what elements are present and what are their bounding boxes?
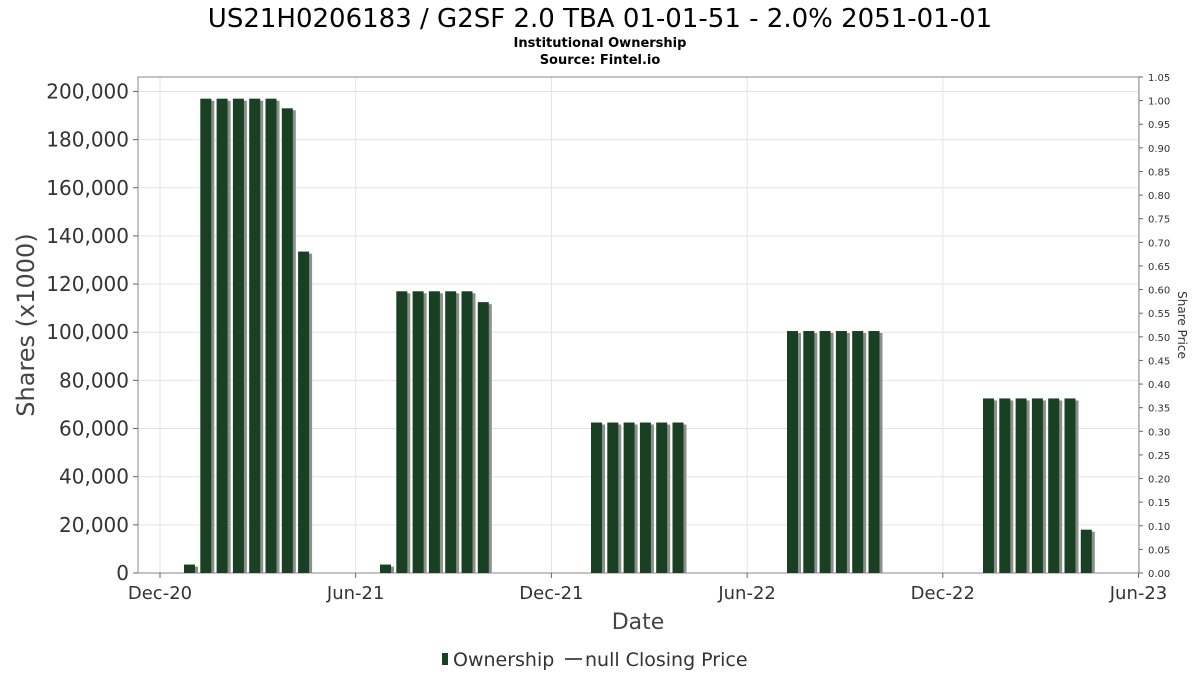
ownership-bar: [1080, 529, 1092, 573]
y2-tick-label: 0.45: [1148, 356, 1170, 367]
y-tick-label: 200,000: [46, 79, 129, 103]
ownership-bar: [607, 422, 619, 573]
ownership-bar: [461, 291, 473, 573]
y2-tick-label: 0.05: [1148, 545, 1170, 556]
y2-tick-label: 0.85: [1148, 167, 1170, 178]
ownership-bar: [428, 291, 440, 573]
y2-tick-label: 1.05: [1148, 73, 1170, 84]
y2-tick-label: 0.10: [1148, 522, 1170, 533]
y2-tick-label: 1.00: [1148, 97, 1170, 108]
ownership-bar: [852, 331, 864, 573]
ownership-bar: [787, 331, 798, 573]
x-axis-label: Date: [612, 610, 665, 635]
y2-tick-label: 0.60: [1148, 286, 1170, 297]
y-tick-label: 100,000: [46, 320, 129, 344]
chart-title: US21H0206183 / G2SF 2.0 TBA 01-01-51 - 2…: [208, 4, 992, 34]
y2-tick-label: 0.70: [1148, 238, 1170, 249]
ownership-bar: [216, 98, 228, 573]
ownership-bar: [1064, 398, 1076, 573]
ownership-bar: [1048, 398, 1060, 573]
chart-source: Source: Fintel.io: [540, 53, 661, 68]
y-tick-label: 0: [116, 561, 129, 585]
chart-subtitle: Institutional Ownership: [514, 36, 687, 51]
ownership-bar: [868, 331, 880, 573]
ownership-bar: [656, 422, 668, 573]
y2-tick-label: 0.25: [1148, 451, 1170, 462]
ownership-bar: [835, 331, 847, 573]
y-tick-label: 80,000: [59, 368, 129, 392]
ownership-bar: [200, 98, 212, 573]
y2-tick-label: 0.40: [1148, 380, 1170, 391]
x-tick-label: Jun-23: [1109, 583, 1168, 604]
ownership-bar: [232, 98, 244, 573]
ownership-bar: [1015, 398, 1027, 573]
ownership-bar: [265, 98, 277, 573]
ownership-bar: [477, 302, 489, 573]
y-tick-label: 60,000: [59, 417, 129, 441]
y2-tick-label: 0.90: [1148, 144, 1170, 155]
legend-ownership-swatch: [442, 653, 448, 665]
ownership-bar: [412, 291, 424, 573]
x-tick-label: Dec-22: [911, 583, 975, 604]
legend: Ownership null Closing Price: [442, 649, 748, 671]
y2-tick-label: 0.75: [1148, 215, 1170, 226]
ownership-bar: [380, 564, 391, 573]
plot-area-frame: [137, 76, 1140, 574]
y-tick-label: 160,000: [46, 176, 129, 200]
x-axis-ticks: Dec-20Jun-21Dec-21Jun-22Dec-22Jun-23Dec-…: [128, 573, 1168, 604]
y2-tick-label: 0.95: [1148, 120, 1170, 131]
y2-tick-label: 0.20: [1148, 475, 1170, 486]
ownership-bar: [281, 108, 293, 574]
y2-tick-label: 0.35: [1148, 404, 1170, 415]
ownership-bar: [999, 398, 1011, 573]
ownership-bars: [184, 98, 1095, 574]
y2-axis-label: Share Price: [1175, 291, 1189, 359]
y-tick-label: 120,000: [46, 272, 129, 296]
x-tick-label: Jun-21: [326, 583, 385, 604]
y-tick-label: 40,000: [59, 465, 129, 489]
y-axis-label: Shares (x1000): [12, 233, 40, 416]
legend-price-label: null Closing Price: [585, 649, 748, 671]
ownership-bar: [1031, 398, 1043, 573]
ownership-bar: [672, 422, 684, 573]
x-tick-label: Dec-20: [128, 583, 192, 604]
ownership-bar: [983, 398, 994, 573]
ownership-bar: [298, 251, 310, 573]
ownership-bar: [819, 331, 831, 573]
y2-axis-ticks: 0.00 0.05 0.10 0.15 0.20 0.25 0.30 0.35 0.40 0.45…: [1139, 73, 1170, 580]
ownership-bar: [639, 422, 651, 573]
y2-tick-label: 0.50: [1148, 333, 1170, 344]
ownership-bar: [249, 98, 261, 573]
ownership-bar: [396, 291, 408, 573]
y2-tick-label: 0.30: [1148, 427, 1170, 438]
legend-ownership-label: Ownership: [453, 649, 554, 671]
y2-tick-label: 0.55: [1148, 309, 1170, 320]
ownership-bar: [591, 422, 602, 573]
y2-tick-label: 0.15: [1148, 498, 1170, 509]
y-tick-label: 20,000: [59, 513, 129, 537]
x-tick-label: Dec-21: [519, 583, 583, 604]
y-tick-label: 180,000: [46, 128, 129, 152]
y2-tick-label: 0.65: [1148, 262, 1170, 273]
ownership-bar: [803, 331, 815, 573]
ownership-bar: [445, 291, 457, 573]
y2-tick-label: 0.80: [1148, 191, 1170, 202]
ownership-bar: [623, 422, 635, 573]
y2-tick-label: 0.00: [1148, 569, 1170, 580]
ownership-bar: [184, 564, 195, 573]
y-axis-ticks: 0 20,000 40,000 60,000 80,000 100,000 120,000 1…: [46, 79, 138, 585]
x-tick-label: Jun-22: [717, 583, 776, 604]
y-tick-label: 140,000: [46, 224, 129, 248]
